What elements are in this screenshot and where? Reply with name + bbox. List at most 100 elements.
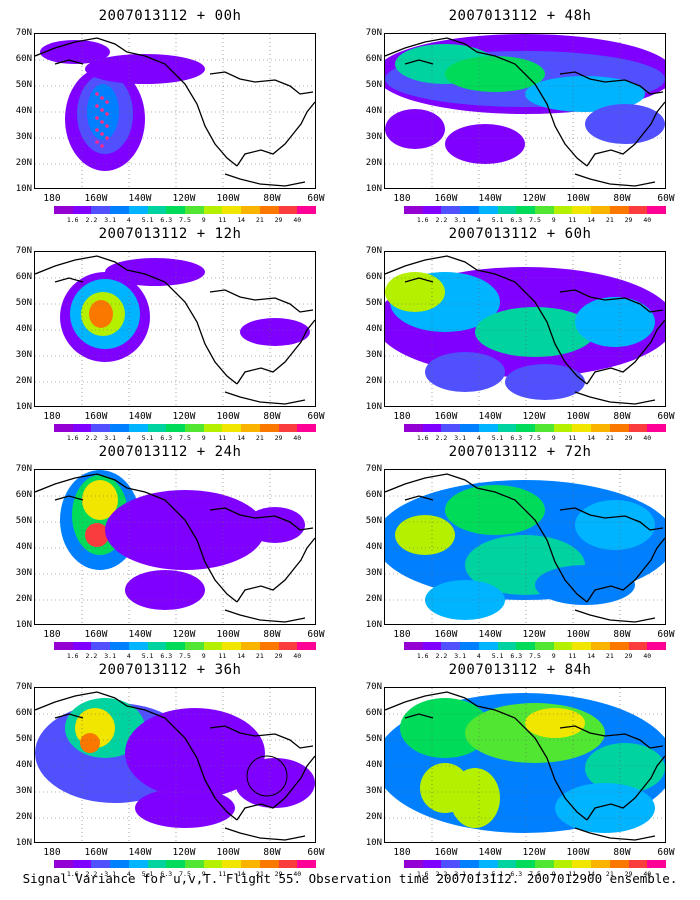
latitude-label: 20N: [365, 594, 382, 604]
colorbar-swatch: [478, 860, 498, 868]
colorbar-swatch: [185, 860, 204, 868]
coastline: [559, 71, 664, 95]
latitude-label: 20N: [15, 594, 32, 604]
colorbar-label: 1.6: [66, 434, 79, 442]
colorbar-swatch: [572, 860, 592, 868]
map-panel: 2007013112 + 72h 70N 60N 50N 40N 30N 20N 10N 180…: [350, 444, 690, 660]
coastline: [586, 755, 665, 821]
coastline: [236, 755, 315, 821]
panel-title: 2007013112 + 00h: [98, 8, 242, 24]
panel-title: 2007013112 + 24h: [98, 444, 242, 460]
latitude-label: 60N: [15, 490, 32, 500]
colorbar-swatch: [128, 424, 148, 432]
longitude-label: 120W: [172, 411, 196, 422]
map-panel: 2007013112 + 84h 70N 60N 50N 40N 30N 20N 10N 180…: [350, 662, 690, 878]
colorbar-label: 7.5: [179, 434, 191, 442]
variance-contour: [105, 490, 265, 570]
colorbar-swatch: [91, 860, 111, 868]
colorbar-swatch: [591, 424, 610, 432]
coastline: [209, 71, 314, 95]
colorbar-swatch: [609, 642, 629, 650]
coastline: [559, 507, 664, 531]
colorbar-label: 29: [274, 216, 283, 224]
colorbar-swatch: [516, 206, 536, 214]
colorbar-swatch: [278, 860, 298, 868]
colorbar-label: 9: [201, 652, 206, 660]
colorbar-label: 1.6: [416, 870, 429, 878]
latitude-label: 10N: [365, 838, 382, 848]
variance-contour: [85, 523, 109, 547]
colorbar-label: 11: [568, 216, 577, 224]
latitude-label: 50N: [15, 80, 32, 90]
colorbar-label: 5.1: [491, 652, 504, 660]
colorbar-label: 14: [237, 216, 246, 224]
latitude-label: 20N: [15, 812, 32, 822]
variance-contour: [525, 76, 645, 112]
colorbar-label: 14: [237, 652, 246, 660]
variance-contour: [135, 788, 235, 828]
colorbar-swatch: [297, 860, 317, 868]
longitude-label: 160W: [84, 847, 108, 858]
longitude-label: 160W: [434, 193, 458, 204]
colorbar-swatch: [72, 860, 92, 868]
colorbar-swatch: [278, 206, 298, 214]
map-panel: 2007013112 + 12h 70N 60N 50N 40N 30N 20N 10N 180…: [0, 226, 340, 442]
latitude-label: 20N: [15, 158, 32, 168]
colorbar-label: 1.6: [66, 216, 79, 224]
colorbar-swatch: [241, 860, 260, 868]
colorbar-swatch: [297, 642, 317, 650]
flight-track-marker: [100, 108, 104, 112]
latitude-label: 70N: [15, 28, 32, 38]
colorbar-swatch: [147, 642, 167, 650]
longitude-label: 180: [43, 847, 61, 858]
map-plot: [384, 251, 666, 407]
colorbar-label: 6.3: [510, 434, 523, 442]
latitude-label: 50N: [365, 298, 382, 308]
variance-contour: [125, 570, 205, 610]
coastline: [35, 691, 238, 821]
longitude-label: 60W: [307, 193, 325, 204]
latitude-label: 60N: [365, 272, 382, 282]
latitude-label: 40N: [365, 760, 382, 770]
colorbar-label: 11: [568, 434, 577, 442]
latitude-label: 10N: [365, 184, 382, 194]
colorbar-label: 3.1: [454, 870, 467, 878]
latitude-label: 40N: [365, 324, 382, 334]
colorbar-label: 40: [293, 216, 302, 224]
colorbar-label: 29: [274, 870, 283, 878]
colorbar-swatch: [166, 860, 186, 868]
latitude-label: 70N: [365, 246, 382, 256]
colorbar-swatch: [54, 206, 73, 214]
colorbar-label: 4: [126, 870, 131, 878]
colorbar: [404, 860, 667, 868]
colorbar-label: 9: [201, 434, 206, 442]
coastline: [35, 255, 238, 385]
colorbar-label: 6.3: [160, 434, 173, 442]
variance-contour: [525, 708, 585, 738]
longitude-label: 180: [393, 847, 411, 858]
colorbar-label: 6.3: [160, 216, 173, 224]
colorbar-label: 2.2: [85, 216, 98, 224]
coastline: [574, 391, 656, 405]
longitude-label: 60W: [657, 629, 675, 640]
colorbar-label: 5.1: [491, 434, 504, 442]
colorbar-swatch: [497, 860, 517, 868]
coastline: [559, 289, 664, 313]
variance-contour: [400, 698, 490, 758]
colorbar-label: 9: [551, 870, 556, 878]
panel-title: 2007013112 + 60h: [448, 226, 592, 242]
latitude-label: 50N: [365, 516, 382, 526]
longitude-label: 120W: [522, 847, 546, 858]
longitude-label: 140W: [478, 847, 502, 858]
colorbar-swatch: [185, 206, 204, 214]
colorbar-swatch: [72, 206, 92, 214]
coastline: [586, 101, 665, 167]
variance-contour: [585, 104, 665, 144]
colorbar-swatch: [591, 642, 610, 650]
colorbar: [404, 642, 667, 650]
colorbar-label: 9: [201, 870, 206, 878]
latitude-label: 50N: [15, 734, 32, 744]
colorbar-swatch: [553, 424, 573, 432]
longitude-label: 100W: [566, 411, 590, 422]
variance-contour: [235, 758, 315, 808]
